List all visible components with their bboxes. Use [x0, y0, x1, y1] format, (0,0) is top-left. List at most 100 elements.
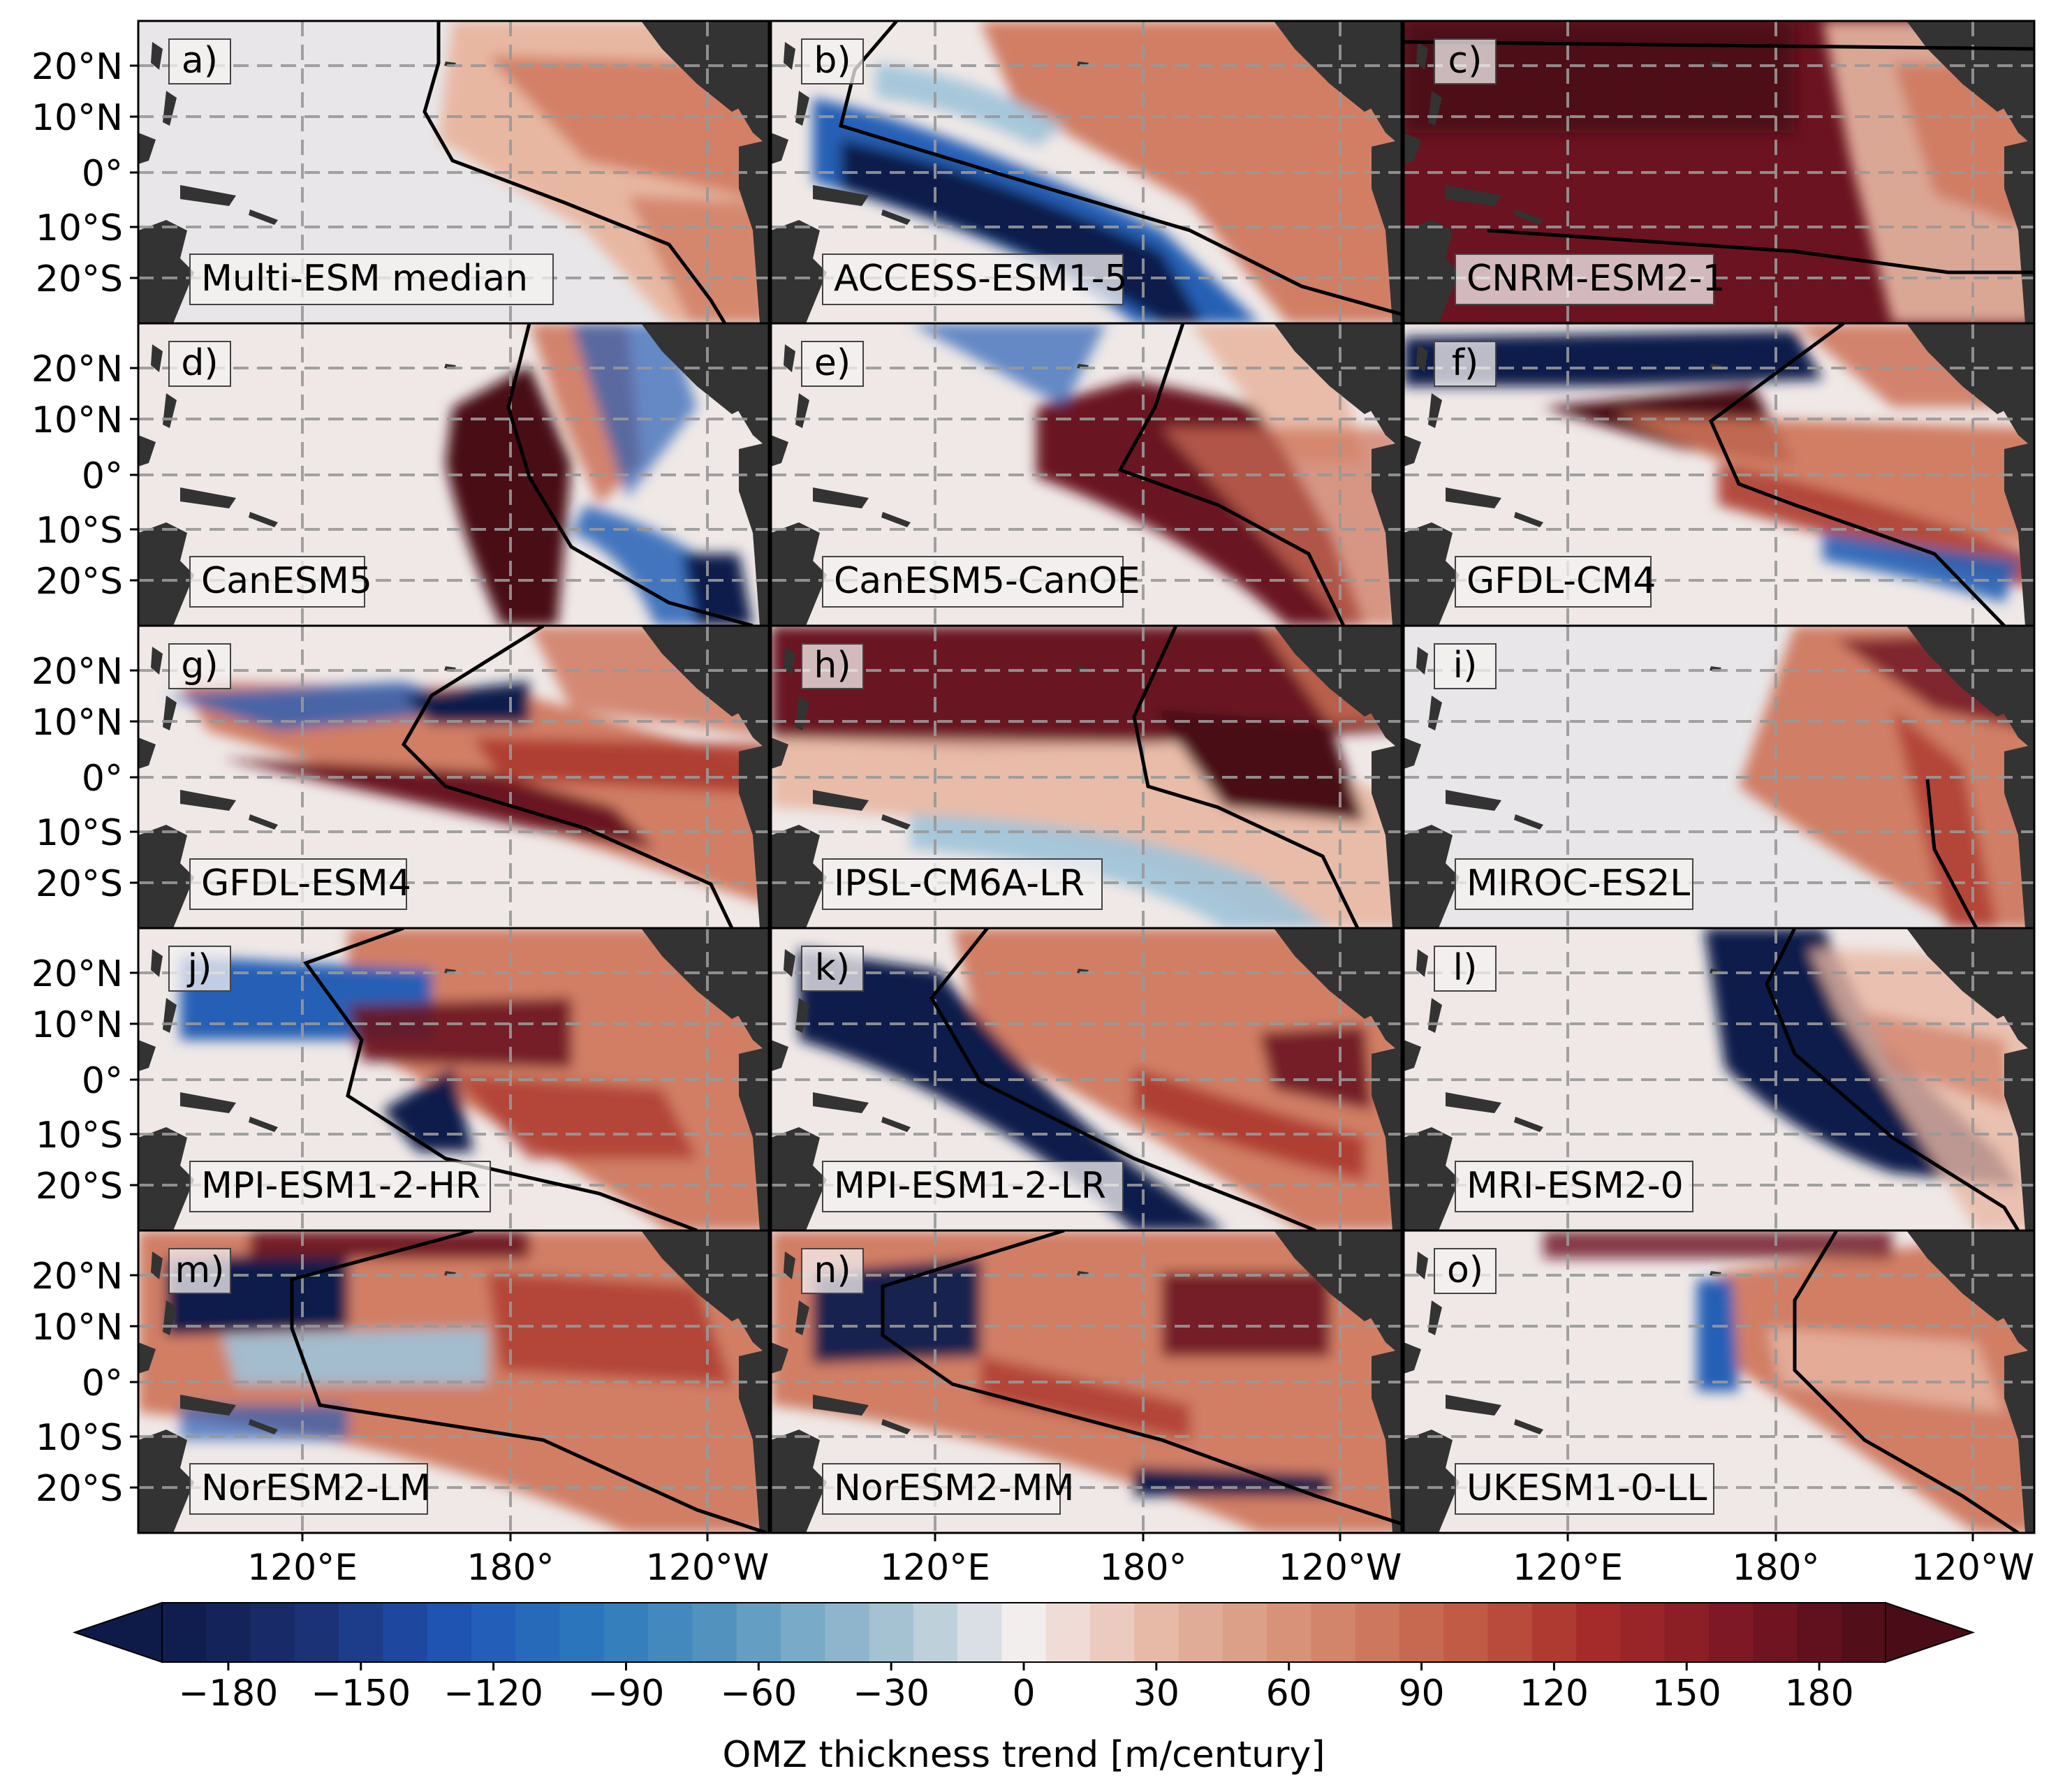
colorbar-bin — [1620, 1603, 1666, 1662]
colorbar-max-extension — [1885, 1601, 1976, 1664]
lat-tick-label: 10°S — [36, 510, 123, 552]
trend-patch — [683, 554, 753, 626]
landmass — [1416, 344, 1428, 372]
landmass — [1404, 1342, 1421, 1374]
map-panel: o) UKESM1-0-LL — [1402, 1229, 2036, 1534]
panel-letter: a) — [168, 38, 231, 85]
landmass — [249, 814, 278, 830]
omz-contour-line — [422, 21, 727, 323]
map-panel: d) CanESM5 — [137, 322, 770, 627]
lat-tick-label: 20°N — [31, 348, 123, 390]
landmass — [1446, 1395, 1501, 1416]
lon-tick-label: 180° — [466, 1547, 554, 1589]
model-name-text: NorESM2-MM — [834, 1467, 1074, 1509]
landmass — [180, 790, 236, 811]
landmass — [784, 647, 795, 675]
landmass — [1404, 220, 1460, 323]
lat-tick-label: 10°N — [31, 399, 123, 441]
map-panel: k) MPI-ESM1-2-LR — [770, 927, 1403, 1232]
colorbar-bin — [1089, 1603, 1135, 1662]
trend-patch — [1162, 1272, 1330, 1356]
omz-contour-line — [303, 928, 698, 1231]
colorbar-bin — [825, 1603, 870, 1662]
colorbar-label: OMZ thickness trend [m/century] — [722, 1734, 1325, 1776]
model-name-text: NorESM2-LM — [201, 1467, 431, 1509]
map-panel: n) NorESM2-MM — [770, 1229, 1403, 1534]
landmass — [138, 522, 194, 626]
landmass — [1514, 1117, 1543, 1132]
trend-field — [180, 928, 769, 1231]
trend-patch — [250, 1231, 529, 1258]
model-name-text: IPSL-CM6A-LR — [834, 862, 1085, 904]
colorbar-tick-label: 60 — [1266, 1673, 1312, 1714]
panel-letter: l) — [1434, 946, 1497, 992]
omz-contour-line — [506, 323, 754, 626]
colorbar-tick-label: 180 — [1784, 1673, 1853, 1714]
panel-frame — [1402, 1229, 2036, 1534]
trend-patch — [1155, 710, 1365, 821]
trend-patch — [348, 998, 571, 1068]
omz-contour-line — [401, 626, 734, 928]
panel-letter-text: f) — [1452, 342, 1479, 384]
map-panel: j) MPI-ESM1-2-HR — [137, 927, 770, 1232]
model-name-text: MIROC-ES2L — [1467, 862, 1690, 904]
model-name-text: GFDL-ESM4 — [201, 862, 411, 904]
trend-patch — [1404, 330, 1823, 386]
trend-patch — [1404, 21, 1795, 133]
colorbar-bin — [383, 1603, 428, 1662]
colorbar-bin — [1178, 1603, 1223, 1662]
landmass — [784, 42, 795, 70]
map-panel: e) CanESM5-CanOE — [770, 322, 1403, 627]
trend-patch — [1260, 1026, 1372, 1110]
trend-field — [1543, 1231, 2034, 1533]
model-name-text: CanESM5-CanOE — [834, 560, 1140, 602]
lat-tick-label: 0° — [82, 1363, 123, 1404]
omz-contour-line — [881, 1231, 1402, 1526]
map-panel: f) GFDL-CM4 — [1402, 322, 2036, 627]
landmass — [151, 647, 163, 675]
panel-letter: g) — [168, 643, 231, 689]
model-name-label: CNRM-ESM2-1 — [1455, 254, 1726, 305]
landmass — [138, 1040, 156, 1071]
landmass — [1404, 1430, 1460, 1533]
landmass — [1446, 487, 1501, 508]
colorbar-tick-label: −60 — [720, 1673, 797, 1714]
map-panel: i) MIROC-ES2L — [1402, 624, 2036, 930]
landmass — [881, 1419, 911, 1434]
map-panels: a) Multi-ESM median b) ACCESS-ESM1-5 c) CNRM-… — [137, 20, 2036, 1534]
lat-tick-label: 10°S — [36, 207, 123, 249]
panel-letter-text: i) — [1453, 645, 1478, 686]
lon-tick-label: 120°W — [646, 1547, 770, 1589]
lat-tick-label: 0° — [82, 1060, 123, 1102]
omz-contour-line — [1117, 323, 1346, 626]
landmass — [249, 512, 278, 527]
landmass — [784, 1251, 795, 1279]
trend-patch — [222, 1328, 487, 1384]
landmass — [151, 344, 163, 372]
trend-patch — [446, 365, 571, 626]
landmass — [771, 1342, 788, 1374]
model-name-label: CanESM5 — [189, 556, 372, 608]
colorbar-bin — [1134, 1603, 1179, 1662]
colorbar-bin — [1487, 1603, 1533, 1662]
landmass — [249, 1419, 278, 1434]
trend-patch — [473, 737, 769, 793]
lat-tick-label: 10°S — [36, 1417, 123, 1459]
panel-letter-text: g) — [181, 645, 218, 686]
model-name-text: Multi-ESM median — [201, 258, 528, 300]
landmass — [180, 1395, 236, 1416]
landmass — [1404, 133, 1421, 164]
trend-patch — [799, 949, 1225, 1231]
lat-tick-label: 20°N — [31, 651, 123, 693]
lat-tick-label: 0° — [82, 455, 123, 497]
landmass — [813, 790, 869, 811]
trend-patch — [911, 814, 1330, 928]
landmass — [771, 435, 788, 467]
colorbar-bin — [869, 1603, 914, 1662]
trend-patch — [1823, 533, 2018, 603]
model-name-text: UKESM1-0-LL — [1467, 1467, 1707, 1509]
colorbar-bin — [648, 1603, 693, 1662]
landmass — [1404, 1127, 1460, 1231]
landmass — [813, 1395, 869, 1416]
trend-patch — [1134, 1068, 1365, 1180]
